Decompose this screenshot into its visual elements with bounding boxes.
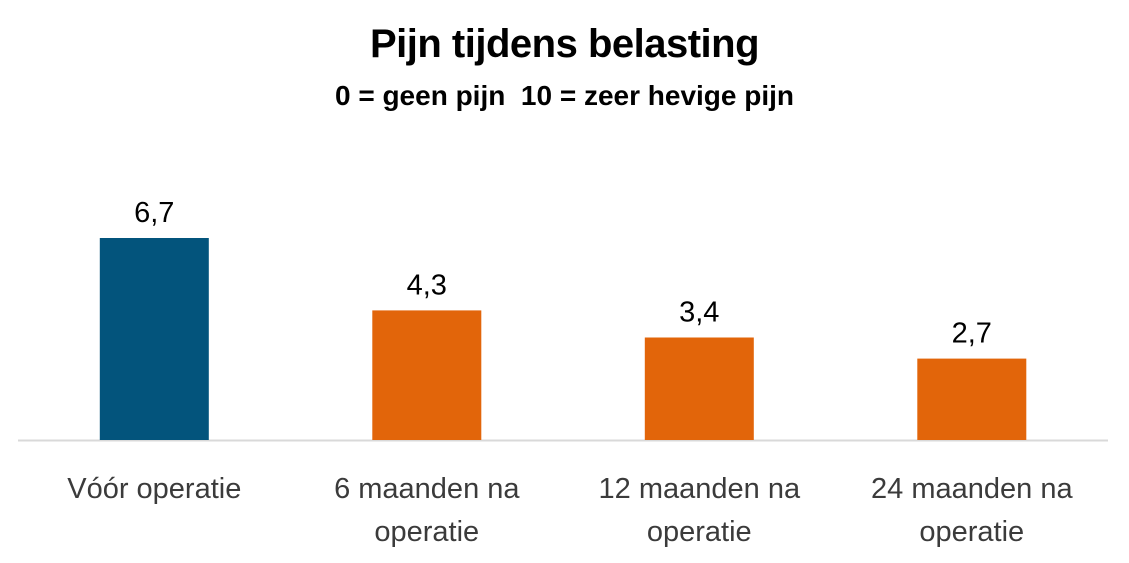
data-label-4: 2,7 bbox=[952, 318, 992, 350]
bar-2 bbox=[372, 310, 482, 440]
category-label-line: 6 maanden na bbox=[334, 473, 520, 505]
category-label-line: operatie bbox=[919, 516, 1024, 548]
data-label-1: 6,7 bbox=[134, 197, 174, 229]
category-label-line: Vóór operatie bbox=[67, 473, 241, 505]
category-label-line: operatie bbox=[374, 516, 479, 548]
data-label-2: 4,3 bbox=[407, 269, 447, 301]
bar-4 bbox=[917, 358, 1027, 440]
category-label-line: 12 maanden na bbox=[599, 473, 801, 505]
bar-3 bbox=[644, 337, 754, 440]
category-label-line: operatie bbox=[647, 516, 752, 548]
bar-1 bbox=[99, 238, 209, 440]
category-label-1: Vóór operatie bbox=[67, 473, 241, 505]
chart-title: Pijn tijdens belasting bbox=[369, 22, 760, 66]
category-label-4: 24 maanden na operatie bbox=[871, 473, 1073, 548]
data-label-3: 3,4 bbox=[679, 297, 719, 329]
chart-subtitle: 0 = geen pijn 10 = zeer hevige pijn bbox=[334, 80, 795, 111]
category-label-3: 12 maanden na operatie bbox=[599, 473, 801, 548]
category-label-2: 6 maanden na operatie bbox=[334, 473, 520, 548]
category-label-line: 24 maanden na bbox=[871, 473, 1073, 505]
